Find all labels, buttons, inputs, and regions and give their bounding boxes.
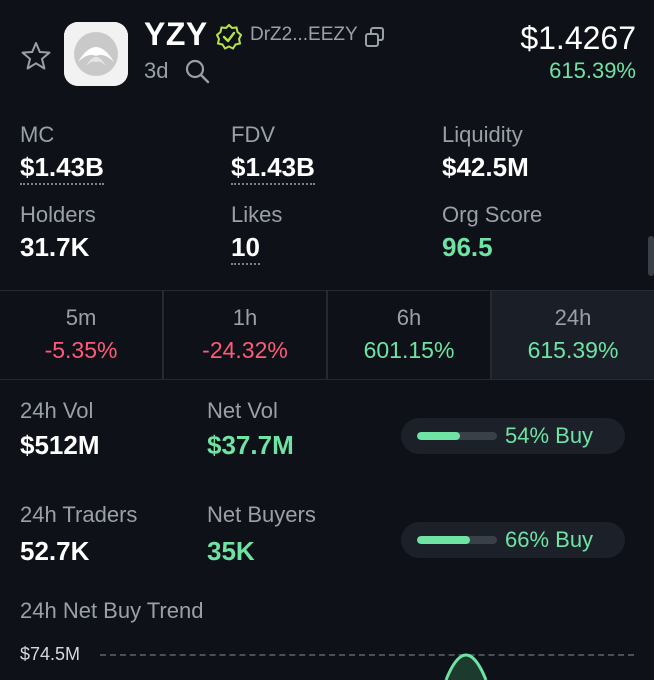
tab-label: 6h: [396, 305, 422, 330]
trend-title: 24h Net Buy Trend: [20, 598, 204, 623]
price-change: 615.39%: [549, 58, 636, 83]
tab-1h[interactable]: 1h -24.32%: [164, 291, 328, 379]
vol-buy-fill: [417, 432, 461, 440]
stat-value-holders: 31.7K: [20, 232, 90, 262]
traders-label: 24h Traders: [20, 502, 138, 527]
star-icon[interactable]: [20, 40, 52, 72]
trend-max-label: $74.5M: [20, 644, 81, 664]
traders-buy-pill: 66% Buy: [401, 522, 625, 558]
tab-6h[interactable]: 6h 601.15%: [328, 291, 492, 379]
stat-label-mc: MC: [20, 122, 55, 147]
stat-value-mc[interactable]: $1.43B: [20, 152, 104, 185]
token-logo: [64, 22, 128, 86]
trend-curve: [444, 653, 488, 680]
stat-value-likes[interactable]: 10: [231, 232, 260, 265]
tab-change: 601.15%: [363, 337, 455, 363]
net-buyers-value: 35K: [207, 536, 255, 566]
timeframe-tabs: 5m -5.35% 1h -24.32% 6h 601.15% 24h 615.…: [0, 290, 654, 380]
stat-label-org-score: Org Score: [442, 202, 543, 227]
vol-buy-pill: 54% Buy: [401, 418, 625, 454]
token-age: 3d: [144, 58, 169, 83]
net-buyers-label: Net Buyers: [207, 502, 316, 527]
tab-change: -24.32%: [202, 337, 288, 363]
stat-label-likes: Likes: [231, 202, 283, 227]
vol-value: $512M: [20, 430, 100, 460]
verified-badge-icon: [216, 24, 242, 50]
stat-label-liquidity: Liquidity: [442, 122, 523, 147]
traders-buy-fill: [417, 536, 470, 544]
tab-label: 1h: [232, 305, 258, 330]
token-ticker: YZY: [144, 16, 208, 52]
tab-label: 24h: [554, 305, 592, 330]
tab-change: 615.39%: [527, 337, 619, 363]
stat-value-org-score: 96.5: [442, 232, 493, 262]
traders-buy-text: 66% Buy: [505, 527, 594, 552]
stat-value-fdv[interactable]: $1.43B: [231, 152, 315, 185]
stat-label-holders: Holders: [20, 202, 96, 227]
net-vol-label: Net Vol: [207, 398, 278, 423]
net-vol-value: $37.7M: [207, 430, 294, 460]
tab-24h[interactable]: 24h 615.39%: [492, 291, 654, 379]
tab-change: -5.35%: [44, 337, 118, 363]
stat-label-fdv: FDV: [231, 122, 275, 147]
vol-buy-bar: [417, 432, 497, 440]
token-address[interactable]: DrZ2...EEZY: [250, 24, 358, 45]
tab-5m[interactable]: 5m -5.35%: [0, 291, 164, 379]
tab-label: 5m: [65, 305, 97, 330]
stat-value-liquidity: $42.5M: [442, 152, 529, 182]
vol-buy-text: 54% Buy: [505, 423, 594, 448]
traders-value: 52.7K: [20, 536, 90, 566]
trend-max-gridline: [100, 654, 634, 656]
vol-label: 24h Vol: [20, 398, 94, 423]
search-icon[interactable]: [184, 58, 210, 84]
copy-icon[interactable]: [364, 26, 386, 48]
scrollbar[interactable]: [648, 236, 654, 276]
token-price: $1.4267: [520, 20, 636, 56]
traders-buy-bar: [417, 536, 497, 544]
